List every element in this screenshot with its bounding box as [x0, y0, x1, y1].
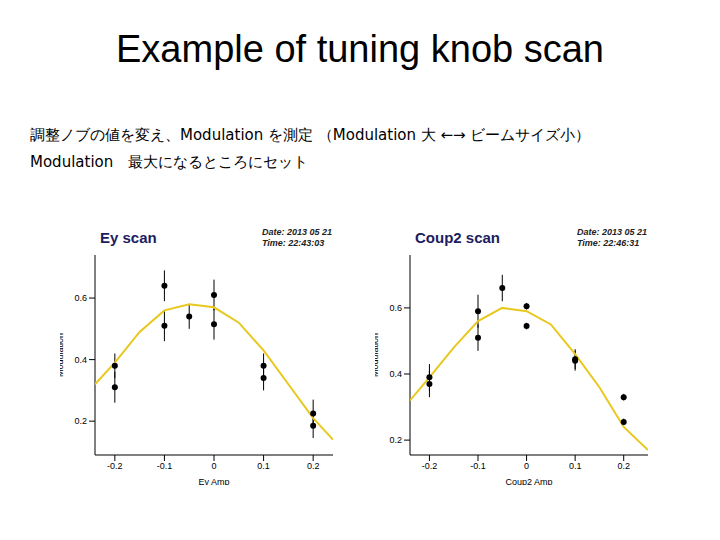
svg-text:Ey Amp: Ey Amp: [198, 477, 229, 485]
svg-text:0: 0: [211, 461, 216, 471]
html-text:調整ノブの値を変え、Modulation を測定 （Modu: 調整ノブの値を変え、Modulation を測定 （Modulation 大 ←…: [30, 126, 591, 144]
html-text:Modulation 最大になるところにセット: Modulation 最大になるところにセット: [30, 153, 309, 171]
svg-text:0.2: 0.2: [389, 435, 402, 445]
svg-text:0.4: 0.4: [74, 355, 87, 365]
html-text:Date: 2013 05 21: Date: 2013 05 21: [261, 227, 332, 237]
html-text:Example of tuning knob scan: Example of tuning knob scan: [116, 28, 604, 70]
svg-text:0.1: 0.1: [569, 461, 582, 471]
svg-text:-0.1: -0.1: [157, 461, 173, 471]
svg-text:0.4: 0.4: [389, 369, 402, 379]
svg-text:-0.1: -0.1: [470, 461, 486, 471]
svg-text:0.2: 0.2: [74, 416, 87, 426]
html-text:Time: 22:43:03: Time: 22:43:03: [261, 238, 325, 248]
svg-text:-0.2: -0.2: [107, 461, 123, 471]
svg-text:0: 0: [524, 461, 529, 471]
html-text:Time: 22:46:31: Time: 22:46:31: [576, 238, 640, 248]
svg-text:Modulation: Modulation: [375, 333, 380, 377]
html-text:Coup2 scan: Coup2 scan: [415, 229, 500, 246]
svg-text:0.1: 0.1: [257, 461, 270, 471]
svg-text:0.6: 0.6: [74, 293, 87, 303]
svg-text:Coup2 Amp: Coup2 Amp: [505, 477, 552, 485]
html-text:Date: 2013 05 21: Date: 2013 05 21: [576, 227, 647, 237]
svg-text:-0.2: -0.2: [422, 461, 438, 471]
svg-text:0.6: 0.6: [389, 303, 402, 313]
svg-text:0.2: 0.2: [617, 461, 630, 471]
svg-text:0.2: 0.2: [307, 461, 320, 471]
svg-text:Modulation: Modulation: [60, 333, 65, 377]
html-text:Ey scan: Ey scan: [100, 229, 157, 246]
